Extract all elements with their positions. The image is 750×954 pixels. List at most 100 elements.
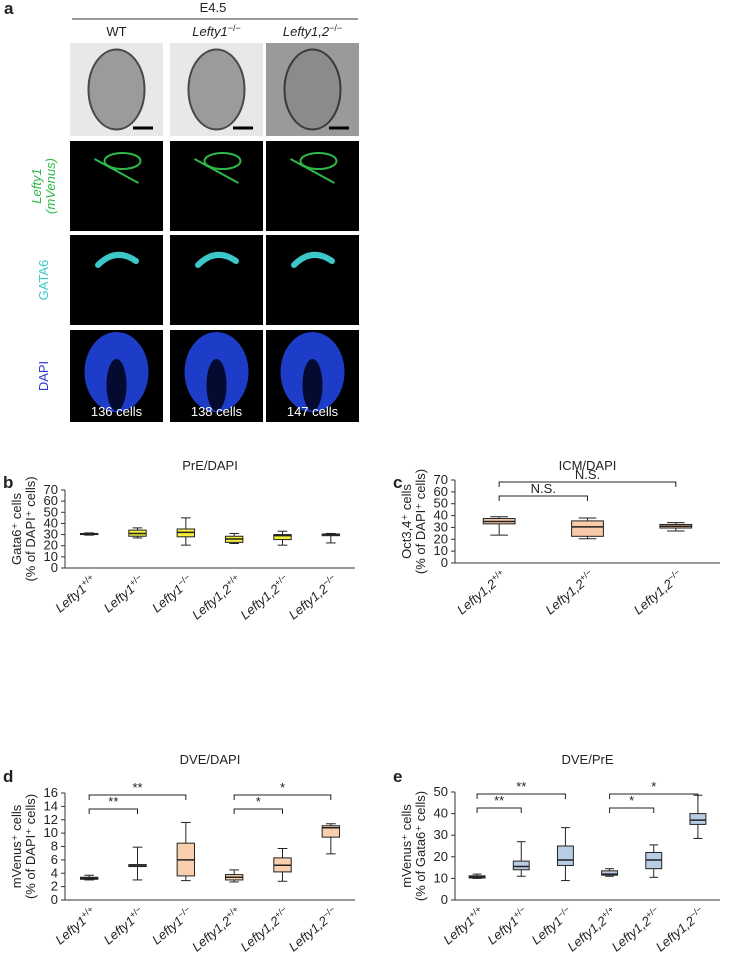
significance-bracket xyxy=(476,807,522,813)
y-tick-label: 30 xyxy=(434,519,448,534)
significance-bracket xyxy=(233,794,332,800)
y-tick-label: 10 xyxy=(44,825,58,840)
label-base: Lefty1 xyxy=(192,24,227,39)
label-base: Lefty1,2 xyxy=(283,24,330,39)
chart-title: DVE/PrE xyxy=(561,752,613,767)
y-tick-label: 50 xyxy=(434,496,448,511)
cavity xyxy=(106,359,127,411)
significance-label: ** xyxy=(494,793,504,808)
chart-title: DVE/DAPI xyxy=(180,752,241,767)
label-base: Lefty1,2 xyxy=(286,581,332,623)
significance-bracket xyxy=(88,808,138,814)
label-base: Lefty1,2 xyxy=(189,913,235,954)
label-base: Lefty1,2 xyxy=(454,576,500,618)
significance-label: * xyxy=(280,780,285,795)
significance-label: N.S. xyxy=(575,467,600,482)
significance-label: ** xyxy=(132,780,142,795)
label-base: Lefty1,2 xyxy=(189,581,235,623)
label-base: Lefty1,2 xyxy=(237,913,283,954)
dve-marker xyxy=(94,158,139,184)
box xyxy=(689,813,707,825)
y-axis-label: mVenus⁺ cells xyxy=(399,804,414,888)
y-tick-label: 40 xyxy=(434,806,448,821)
label: Lefty1+/− xyxy=(100,572,147,615)
box xyxy=(273,534,292,541)
label: Lefty1,2+/+ xyxy=(453,567,509,617)
label: Lefty1,2+/− xyxy=(237,904,293,954)
dve-marker xyxy=(290,158,335,184)
label: Lefty1−/− xyxy=(148,904,195,947)
y-tick-label: 10 xyxy=(44,549,58,564)
label-sup: −/− xyxy=(228,23,241,33)
label-base: Lefty1,2 xyxy=(653,913,699,954)
y-axis-label: Oct3,4⁺ cells xyxy=(399,484,414,559)
mvenus-image xyxy=(170,141,263,231)
y-tick-label: 14 xyxy=(44,798,58,813)
significance-label: * xyxy=(256,794,261,809)
y-tick-label: 4 xyxy=(51,865,58,880)
panel-letter: a xyxy=(4,0,14,18)
embryo xyxy=(283,48,342,131)
label: WT xyxy=(106,24,126,39)
gata6-image xyxy=(266,235,359,325)
label: Lefty1−/− xyxy=(148,572,195,615)
label-base: Lefty1,2 xyxy=(237,581,283,623)
y-tick-label: 20 xyxy=(44,538,58,553)
significance-bracket xyxy=(498,481,677,487)
stage-label: E4.5 xyxy=(200,0,227,15)
gata6-signal xyxy=(95,252,139,268)
box xyxy=(321,825,341,838)
embryo xyxy=(87,48,146,131)
label-base: Lefty1,2 xyxy=(542,576,588,618)
cavity xyxy=(302,359,323,411)
significance-label: ** xyxy=(516,779,526,794)
y-tick-label: 60 xyxy=(434,484,448,499)
cell-count: 138 cells xyxy=(191,404,243,419)
significance-bracket xyxy=(498,495,588,501)
mvenus-signal xyxy=(299,152,338,170)
cell-count: 147 cells xyxy=(287,404,339,419)
dve-marker xyxy=(194,158,239,184)
significance-bracket xyxy=(609,793,699,799)
cell-count: 136 cells xyxy=(91,404,143,419)
label-base: Lefty1,2 xyxy=(564,913,610,954)
chart-title: ICM/DAPI xyxy=(559,458,617,473)
y-tick-label: 12 xyxy=(44,812,58,827)
gata6-signal xyxy=(195,252,239,268)
significance-bracket xyxy=(233,808,283,814)
box xyxy=(601,870,619,876)
y-tick-label: 16 xyxy=(44,785,58,800)
y-tick-label: 20 xyxy=(434,531,448,546)
y-tick-label: 70 xyxy=(434,472,448,487)
y-tick-label: 70 xyxy=(44,482,58,497)
gata6-image xyxy=(170,235,263,325)
y-tick-label: 10 xyxy=(434,870,448,885)
row-label: (mVenus) xyxy=(43,158,58,214)
label: Lefty1,2+/+ xyxy=(188,904,244,954)
mvenus-signal xyxy=(203,152,242,170)
cavity xyxy=(206,359,227,411)
label: Lefty1,2+/− xyxy=(237,572,293,622)
y-axis-label: (% of DAPI⁺ cells) xyxy=(23,794,38,899)
label-base: Lefty1,2 xyxy=(631,576,677,618)
mvenus-image xyxy=(266,141,359,231)
significance-label: * xyxy=(651,779,656,794)
mvenus-image xyxy=(70,141,163,231)
box xyxy=(571,520,604,537)
y-tick-label: 50 xyxy=(44,504,58,519)
label: Lefty1+/− xyxy=(100,904,147,947)
y-tick-label: 60 xyxy=(44,493,58,508)
significance-label: ** xyxy=(108,794,118,809)
row-label: DAPI xyxy=(36,361,51,391)
y-axis-label: (% of DAPI⁺ cells) xyxy=(23,476,38,581)
y-tick-label: 6 xyxy=(51,852,58,867)
label-base: Lefty1,2 xyxy=(609,913,655,954)
box xyxy=(556,845,574,866)
label: Lefty1,2+/− xyxy=(542,567,598,617)
label: Lefty1+/+ xyxy=(52,572,99,615)
y-tick-label: 10 xyxy=(434,543,448,558)
y-tick-label: 50 xyxy=(434,784,448,799)
label: Lefty1,2+/+ xyxy=(188,572,244,622)
y-axis-label: (% of Gata6⁺ cells) xyxy=(413,791,428,901)
